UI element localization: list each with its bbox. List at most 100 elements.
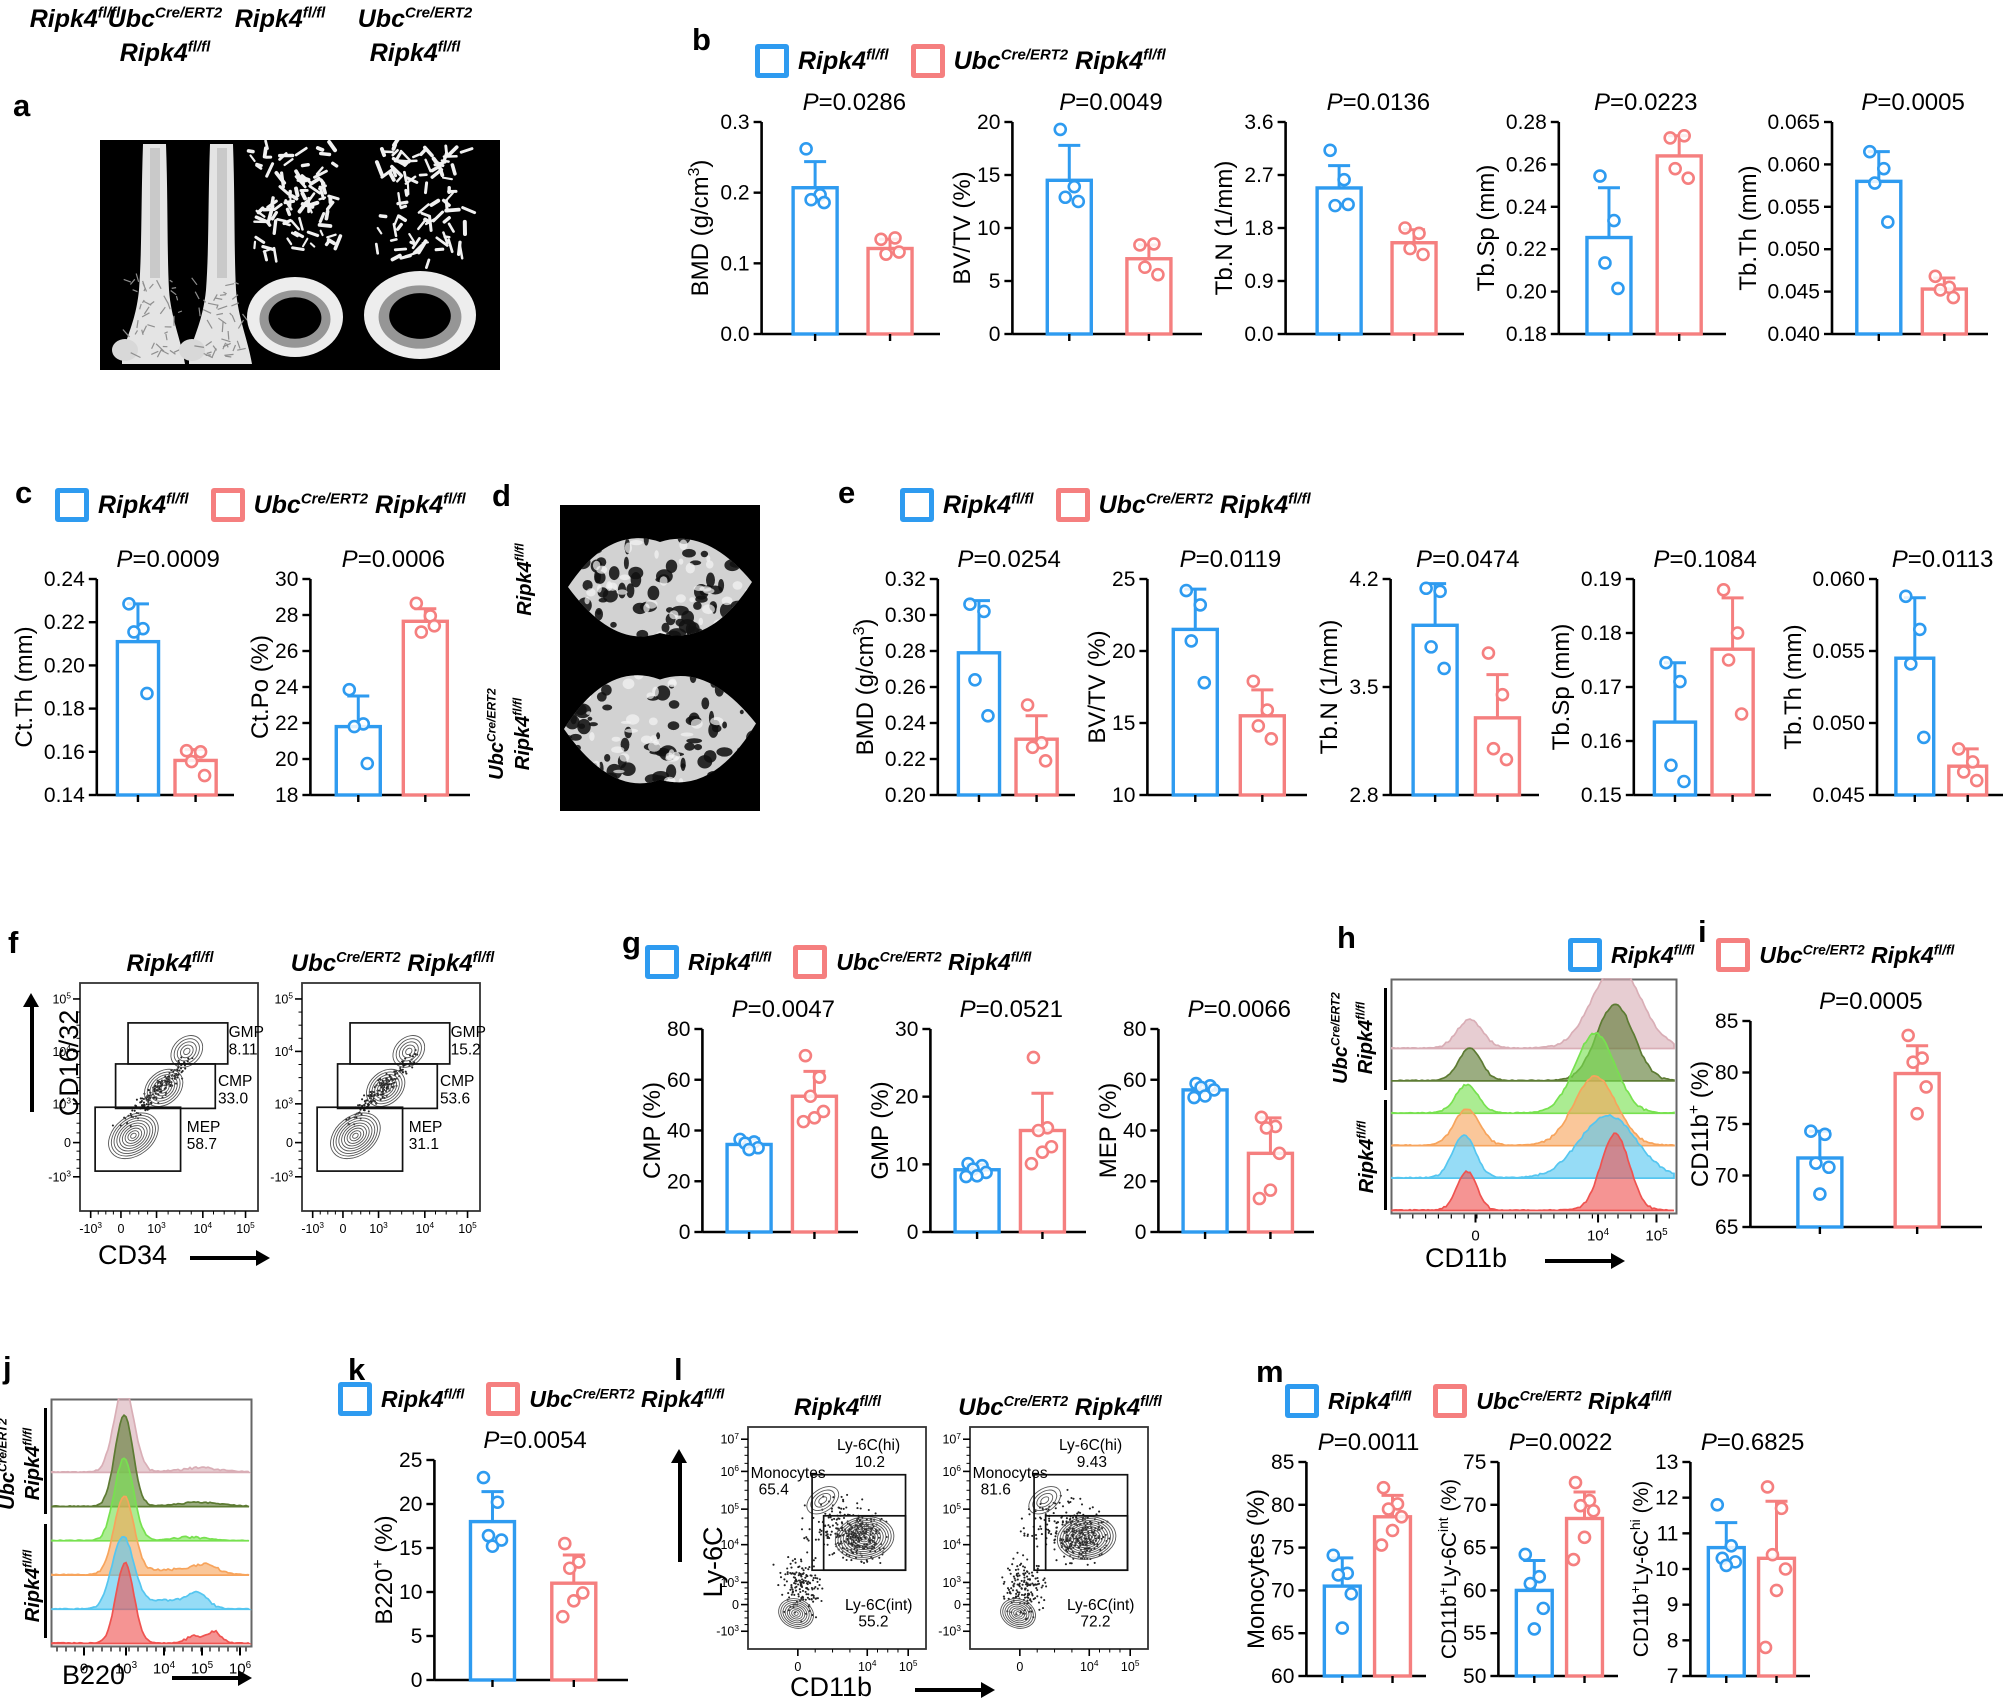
svg-text:104: 104 (720, 1536, 739, 1552)
microct-vertebra-image (560, 505, 760, 811)
svg-text:104: 104 (194, 1220, 213, 1236)
ridge-xlabel-h: CD11b (1425, 1243, 1508, 1273)
svg-text:0.045: 0.045 (1767, 281, 1820, 304)
legend-swatch-control (338, 1382, 372, 1416)
ridge-group-label-ko: UbcCre/ERT2 Ripk4fl/fl (0, 1418, 44, 1510)
svg-text:0: 0 (954, 1598, 961, 1612)
svg-text:105: 105 (1121, 1658, 1140, 1674)
svg-text:CD11b+Ly-6Chi (%): CD11b+Ly-6Chi (%) (1628, 1481, 1653, 1658)
svg-text:105: 105 (236, 1220, 255, 1236)
svg-text:8: 8 (1667, 1629, 1679, 1652)
svg-text:58.7: 58.7 (187, 1136, 217, 1153)
svg-text:20: 20 (1123, 1170, 1146, 1193)
svg-text:Monocytes: Monocytes (751, 1465, 826, 1482)
svg-text:24: 24 (275, 676, 299, 699)
legend-swatch-ko (910, 44, 945, 78)
legend-label-ko: UbcCre/ERT2 Ripk4fl/fl (953, 46, 1166, 75)
legend-label-control: Ripk4fl/fl (98, 490, 189, 519)
svg-text:0.9: 0.9 (1244, 270, 1273, 293)
svg-text:75: 75 (1463, 1451, 1486, 1474)
bar-chart-monocytes: 60 65 70 75 80 85 Monocytes (%) P=0.0011 (1243, 1426, 1432, 1697)
svg-text:0.050: 0.050 (1767, 238, 1820, 261)
svg-text:10: 10 (1655, 1558, 1678, 1581)
svg-text:40: 40 (1123, 1120, 1146, 1143)
svg-text:10: 10 (1112, 784, 1135, 807)
svg-text:-103: -103 (79, 1220, 102, 1236)
svg-text:15: 15 (1112, 712, 1135, 735)
flow-title-ko: UbcCre/ERT2 Ripk4fl/fl (290, 950, 495, 977)
svg-text:P=0.0521: P=0.0521 (960, 996, 1063, 1023)
svg-text:65: 65 (1463, 1537, 1486, 1560)
bar-chart-cmp: 0 20 40 60 80 CMP (%) P=0.0047 (639, 993, 864, 1253)
svg-text:103: 103 (274, 1096, 293, 1112)
bar-chart-cd11b-pos: 65 70 75 80 85 CD11b+ (%) P=0.0005 (1686, 985, 1988, 1248)
svg-text:P=0.6825: P=0.6825 (1701, 1429, 1804, 1456)
x-axis-arrow-icon (190, 1250, 270, 1266)
svg-text:Ly-6C(hi): Ly-6C(hi) (837, 1437, 900, 1454)
svg-text:33.0: 33.0 (218, 1090, 249, 1107)
svg-text:105: 105 (1645, 1227, 1668, 1245)
svg-text:0.1: 0.1 (720, 252, 749, 275)
svg-text:72.2: 72.2 (1080, 1614, 1110, 1631)
svg-text:Tb.Th (mm): Tb.Th (mm) (1736, 165, 1762, 290)
svg-text:0.0: 0.0 (720, 323, 749, 346)
panel-d-label: d (492, 478, 511, 513)
svg-text:BMD (g/cm3): BMD (g/cm3) (853, 619, 879, 756)
group-bracket (44, 1408, 47, 1514)
legend-swatch-control (900, 488, 934, 522)
svg-text:Ly-6C(hi): Ly-6C(hi) (1059, 1437, 1122, 1454)
svg-text:BV/TV (%): BV/TV (%) (1085, 630, 1111, 743)
col-label-control-femur: Ripk4fl/fl (29, 4, 121, 33)
svg-text:P=0.1084: P=0.1084 (1653, 546, 1756, 573)
svg-text:0.28: 0.28 (885, 640, 926, 663)
ridge-histogram-cd11b: 0 104 105 (1390, 964, 1679, 1252)
svg-text:MEP: MEP (187, 1119, 221, 1136)
svg-text:12: 12 (1655, 1487, 1678, 1510)
svg-text:0.32: 0.32 (885, 568, 926, 591)
svg-text:Tb.Sp (mm): Tb.Sp (mm) (1549, 624, 1575, 751)
svg-text:20: 20 (667, 1170, 690, 1193)
svg-text:0: 0 (1135, 1221, 1147, 1244)
svg-text:81.6: 81.6 (981, 1482, 1011, 1499)
svg-text:107: 107 (720, 1431, 739, 1447)
svg-text:CMP: CMP (440, 1073, 474, 1090)
svg-text:-103: -103 (716, 1623, 739, 1639)
svg-text:20: 20 (399, 1493, 422, 1516)
svg-text:53.6: 53.6 (440, 1090, 470, 1107)
legend-label-ko: UbcCre/ERT2 Ripk4fl/fl (1759, 941, 1955, 968)
svg-text:0.26: 0.26 (1506, 153, 1547, 176)
svg-text:60: 60 (1271, 1665, 1294, 1688)
svg-text:75: 75 (1715, 1113, 1738, 1136)
svg-text:P=0.0066: P=0.0066 (1188, 996, 1291, 1023)
svg-text:0.060: 0.060 (1767, 153, 1820, 176)
bar-chart-ctpo: 18 20 22 24 26 28 30 Ct.Po (%) P=0.0006 (247, 543, 476, 816)
svg-text:P=0.0054: P=0.0054 (483, 1427, 586, 1454)
svg-text:105: 105 (942, 1501, 961, 1517)
svg-text:85: 85 (1271, 1451, 1294, 1474)
legend-label-ko: UbcCre/ERT2 Ripk4fl/fl (1098, 490, 1311, 519)
panel-j-label: j (3, 1350, 12, 1385)
svg-text:MEP: MEP (409, 1119, 443, 1136)
svg-text:GMP: GMP (451, 1024, 486, 1041)
svg-text:2.8: 2.8 (1349, 784, 1378, 807)
svg-text:-103: -103 (48, 1169, 71, 1185)
svg-text:25: 25 (1112, 568, 1135, 591)
svg-text:MEP (%): MEP (%) (1096, 1083, 1122, 1179)
svg-text:0: 0 (64, 1136, 71, 1150)
flow-plot-l-ko: 107 106 105 104 103 0 -103 0 104 105 Monocytes 81.6… (928, 1424, 1162, 1688)
svg-text:25: 25 (399, 1449, 422, 1472)
svg-text:Ct.Th (mm): Ct.Th (mm) (12, 626, 38, 747)
svg-text:0.0: 0.0 (1244, 323, 1273, 346)
svg-text:P=0.0286: P=0.0286 (803, 89, 906, 116)
svg-text:70: 70 (1463, 1494, 1486, 1517)
svg-text:0: 0 (1471, 1228, 1479, 1245)
group-bracket (1384, 988, 1387, 1090)
svg-text:P=0.0022: P=0.0022 (1509, 1429, 1612, 1456)
bar-chart-ly6c-hi: 7 8 9 10 11 12 13 CD11b+Ly-6Chi (%) P=0.6825 (1627, 1426, 1816, 1697)
svg-text:0.14: 0.14 (44, 784, 85, 807)
col-label-ko-trabecular: UbcCre/ERT2 Ripk4fl/fl (357, 4, 473, 67)
svg-text:65.4: 65.4 (759, 1482, 790, 1499)
flow-plot-l-control: 107 106 105 104 103 0 -103 0 104 105 Monocytes 65.4… (706, 1424, 940, 1688)
svg-text:0.16: 0.16 (44, 741, 85, 764)
